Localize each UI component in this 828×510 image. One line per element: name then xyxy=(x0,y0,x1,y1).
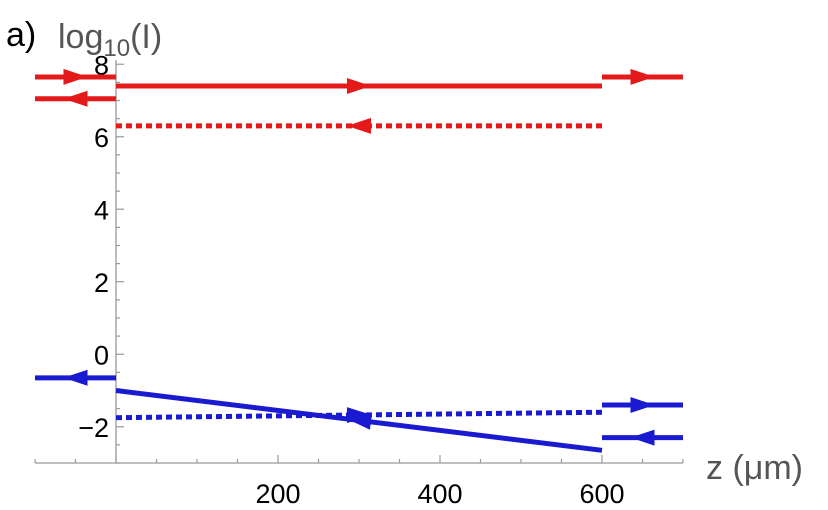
blue-arrow-left-9 xyxy=(630,429,655,446)
y-axis-title-subscript: 10 xyxy=(103,35,130,62)
red-arrow-right-4 xyxy=(630,68,655,85)
y-axis-title: log10(I) xyxy=(58,18,162,62)
y-tick-label: 6 xyxy=(94,123,109,153)
y-tick-label: 4 xyxy=(94,195,109,225)
red-arrow-right-2 xyxy=(347,78,371,94)
y-tick-label: 2 xyxy=(94,268,109,298)
red-arrow-left-3 xyxy=(347,117,371,134)
red-arrow-right-0 xyxy=(63,68,88,85)
blue-arrow-left-5 xyxy=(63,369,88,386)
panel-label: a) xyxy=(6,16,36,54)
red-arrow-left-1 xyxy=(63,90,88,107)
blue-arrow-right-7 xyxy=(346,407,371,424)
x-tick-label: 400 xyxy=(417,479,462,509)
x-tick-label: 600 xyxy=(579,479,624,509)
y-tick-label: 8 xyxy=(94,50,109,80)
blue-arrow-right-8 xyxy=(630,397,655,413)
labels: a) log10(I) z (μm) xyxy=(6,16,803,487)
y-axis-title-main: log xyxy=(58,18,103,56)
axes: 200 400 600 8 6 4 2 0 −2 xyxy=(34,50,684,509)
x-axis-title: z (μm) xyxy=(706,449,803,487)
series-layer xyxy=(35,68,683,453)
y-axis-title-suffix: (I) xyxy=(130,18,162,56)
y-tick-label: −2 xyxy=(78,413,109,443)
y-tick-label: 0 xyxy=(94,340,109,370)
x-tick-label: 200 xyxy=(255,479,300,509)
